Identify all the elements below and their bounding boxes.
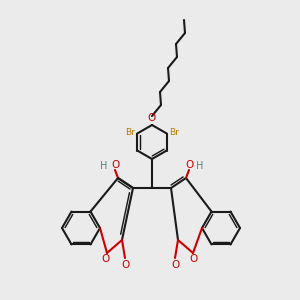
Text: Br: Br (125, 128, 135, 137)
Text: O: O (111, 160, 119, 170)
Text: O: O (148, 113, 156, 123)
Text: H: H (196, 161, 204, 171)
Text: O: O (171, 260, 179, 270)
Text: O: O (190, 254, 198, 264)
Text: O: O (121, 260, 129, 270)
Text: H: H (100, 161, 108, 171)
Text: O: O (185, 160, 193, 170)
Text: Br: Br (169, 128, 178, 137)
Text: O: O (102, 254, 110, 264)
